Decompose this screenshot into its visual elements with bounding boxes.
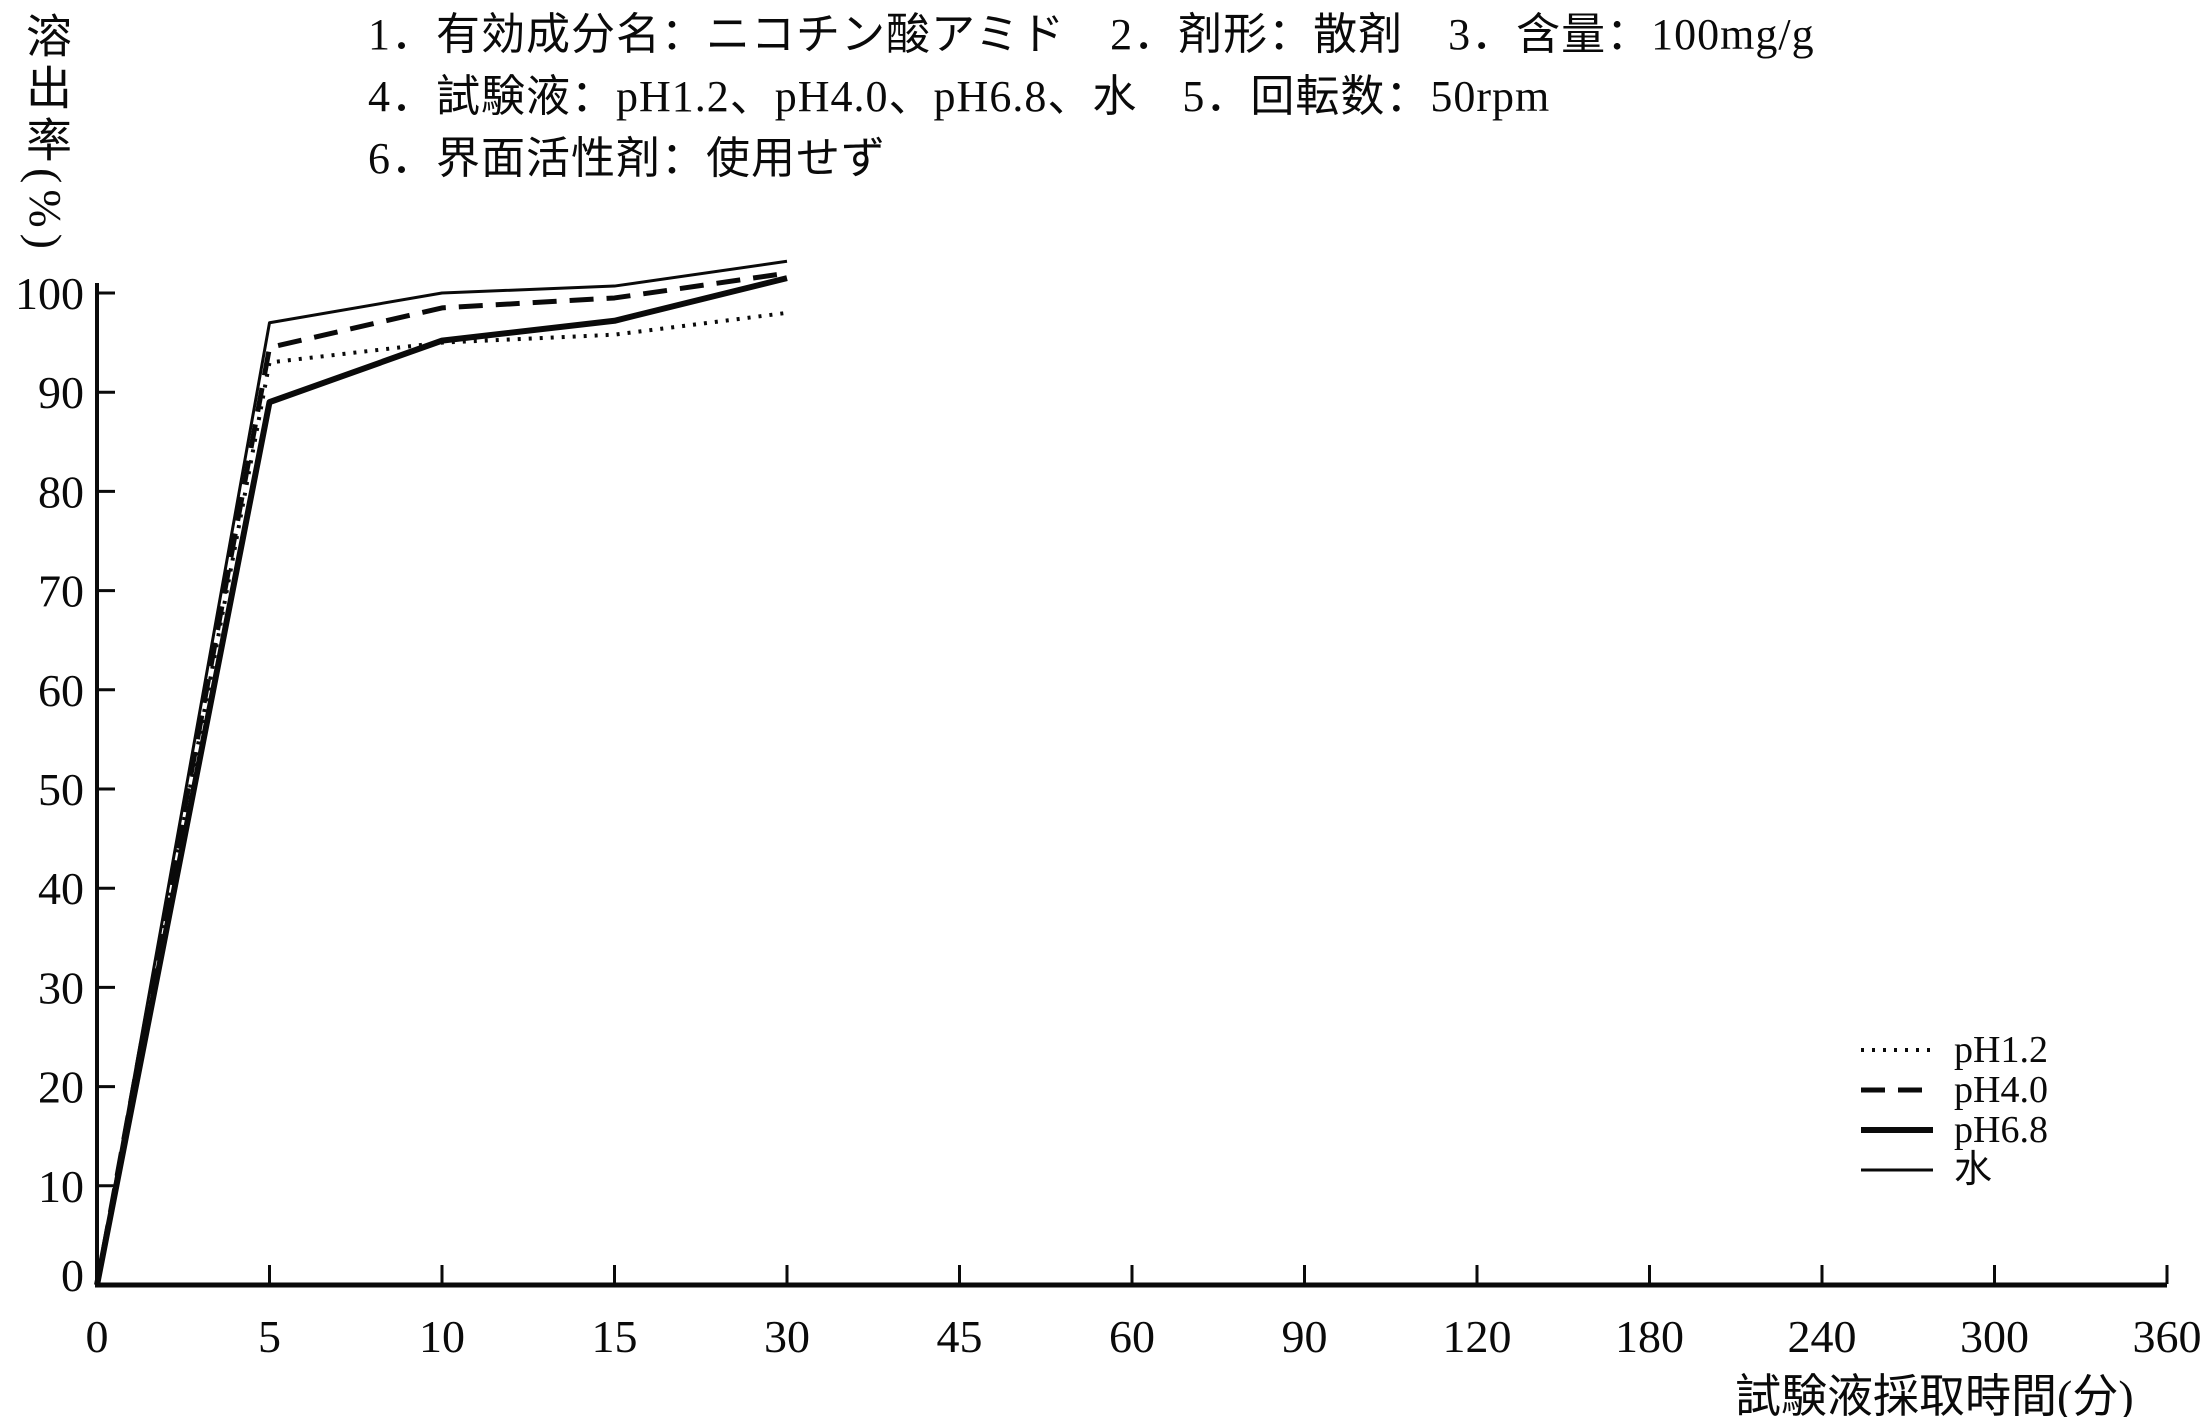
legend-item-ph4-0: pH4.0 xyxy=(1858,1070,2048,1110)
series-line-pH4.0 xyxy=(94,270,788,1286)
x-tick-label: 15 xyxy=(592,1311,638,1362)
series-line-pH6.8 xyxy=(94,275,788,1286)
series-line-水 xyxy=(95,259,788,1286)
condition-line-3: 6．界面活性剤：使用せず xyxy=(368,134,886,183)
y-tick-label: 30 xyxy=(38,962,84,1013)
x-axis-ticks: 0 5 10 15 30 45 60 90 120 180 240 300 360 xyxy=(86,1265,2202,1362)
y-tick-label: 20 xyxy=(38,1062,84,1113)
y-tick-label: 100 xyxy=(15,268,84,319)
condition-line-1: 1．有効成分名：ニコチン酸アミド 2．剤形：散剤 3．含量：100mg/g xyxy=(368,10,1815,59)
series-line-pH1.2 xyxy=(95,310,788,1286)
axes xyxy=(95,283,2167,1288)
thin-solid-line-icon xyxy=(1861,1168,1933,1172)
dotted-line-icon xyxy=(1861,1048,1933,1052)
x-tick-label: 180 xyxy=(1615,1311,1684,1362)
x-tick-label: 240 xyxy=(1788,1311,1857,1362)
x-tick-label: 10 xyxy=(419,1311,465,1362)
x-tick-label: 45 xyxy=(937,1311,983,1362)
x-tick-label: 5 xyxy=(258,1311,281,1362)
x-tick-label: 60 xyxy=(1109,1311,1155,1362)
y-tick-label: 10 xyxy=(38,1161,84,1212)
legend-label-ph4-0: pH4.0 xyxy=(1954,1069,2048,1111)
legend-label-ph1-2: pH1.2 xyxy=(1954,1029,2048,1071)
y-tick-label: 70 xyxy=(38,566,84,617)
legend-label-ph6-8: pH6.8 xyxy=(1954,1109,2048,1151)
x-tick-label: 30 xyxy=(764,1311,810,1362)
legend-item-ph6-8: pH6.8 xyxy=(1858,1110,2048,1150)
x-tick-label: 120 xyxy=(1443,1311,1512,1362)
y-tick-label: 40 xyxy=(38,863,84,914)
dashed-line-icon xyxy=(1861,1087,1933,1093)
condition-line-2: 4．試験液：pH1.2、pH4.0、pH6.8、水 5．回転数：50rpm xyxy=(368,72,1551,121)
y-tick-label: 90 xyxy=(38,367,84,418)
x-tick-label: 90 xyxy=(1282,1311,1328,1362)
legend: pH1.2 pH4.0 pH6.8 水 xyxy=(1858,1030,2048,1190)
x-tick-label: 0 xyxy=(86,1311,109,1362)
y-tick-label: 80 xyxy=(38,466,84,517)
legend-item-ph1-2: pH1.2 xyxy=(1858,1030,2048,1070)
x-axis-title: 試験液採取時間(分) xyxy=(1735,1371,2134,1417)
test-conditions: 1．有効成分名：ニコチン酸アミド 2．剤形：散剤 3．含量：100mg/g 4．… xyxy=(368,4,1815,190)
y-axis-ticks: 0 10 20 30 40 50 60 70 80 90 100 xyxy=(15,268,115,1301)
x-tick-label: 300 xyxy=(1960,1311,2029,1362)
y-tick-label: 0 xyxy=(61,1250,84,1301)
x-tick-label: 360 xyxy=(2133,1311,2202,1362)
y-tick-label: 50 xyxy=(38,764,84,815)
thick-solid-line-icon xyxy=(1861,1127,1933,1133)
y-axis-title: 溶出率(%) xyxy=(20,12,71,255)
legend-label-water: 水 xyxy=(1954,1149,1993,1191)
legend-item-water: 水 xyxy=(1858,1150,2048,1190)
y-tick-label: 60 xyxy=(38,665,84,716)
